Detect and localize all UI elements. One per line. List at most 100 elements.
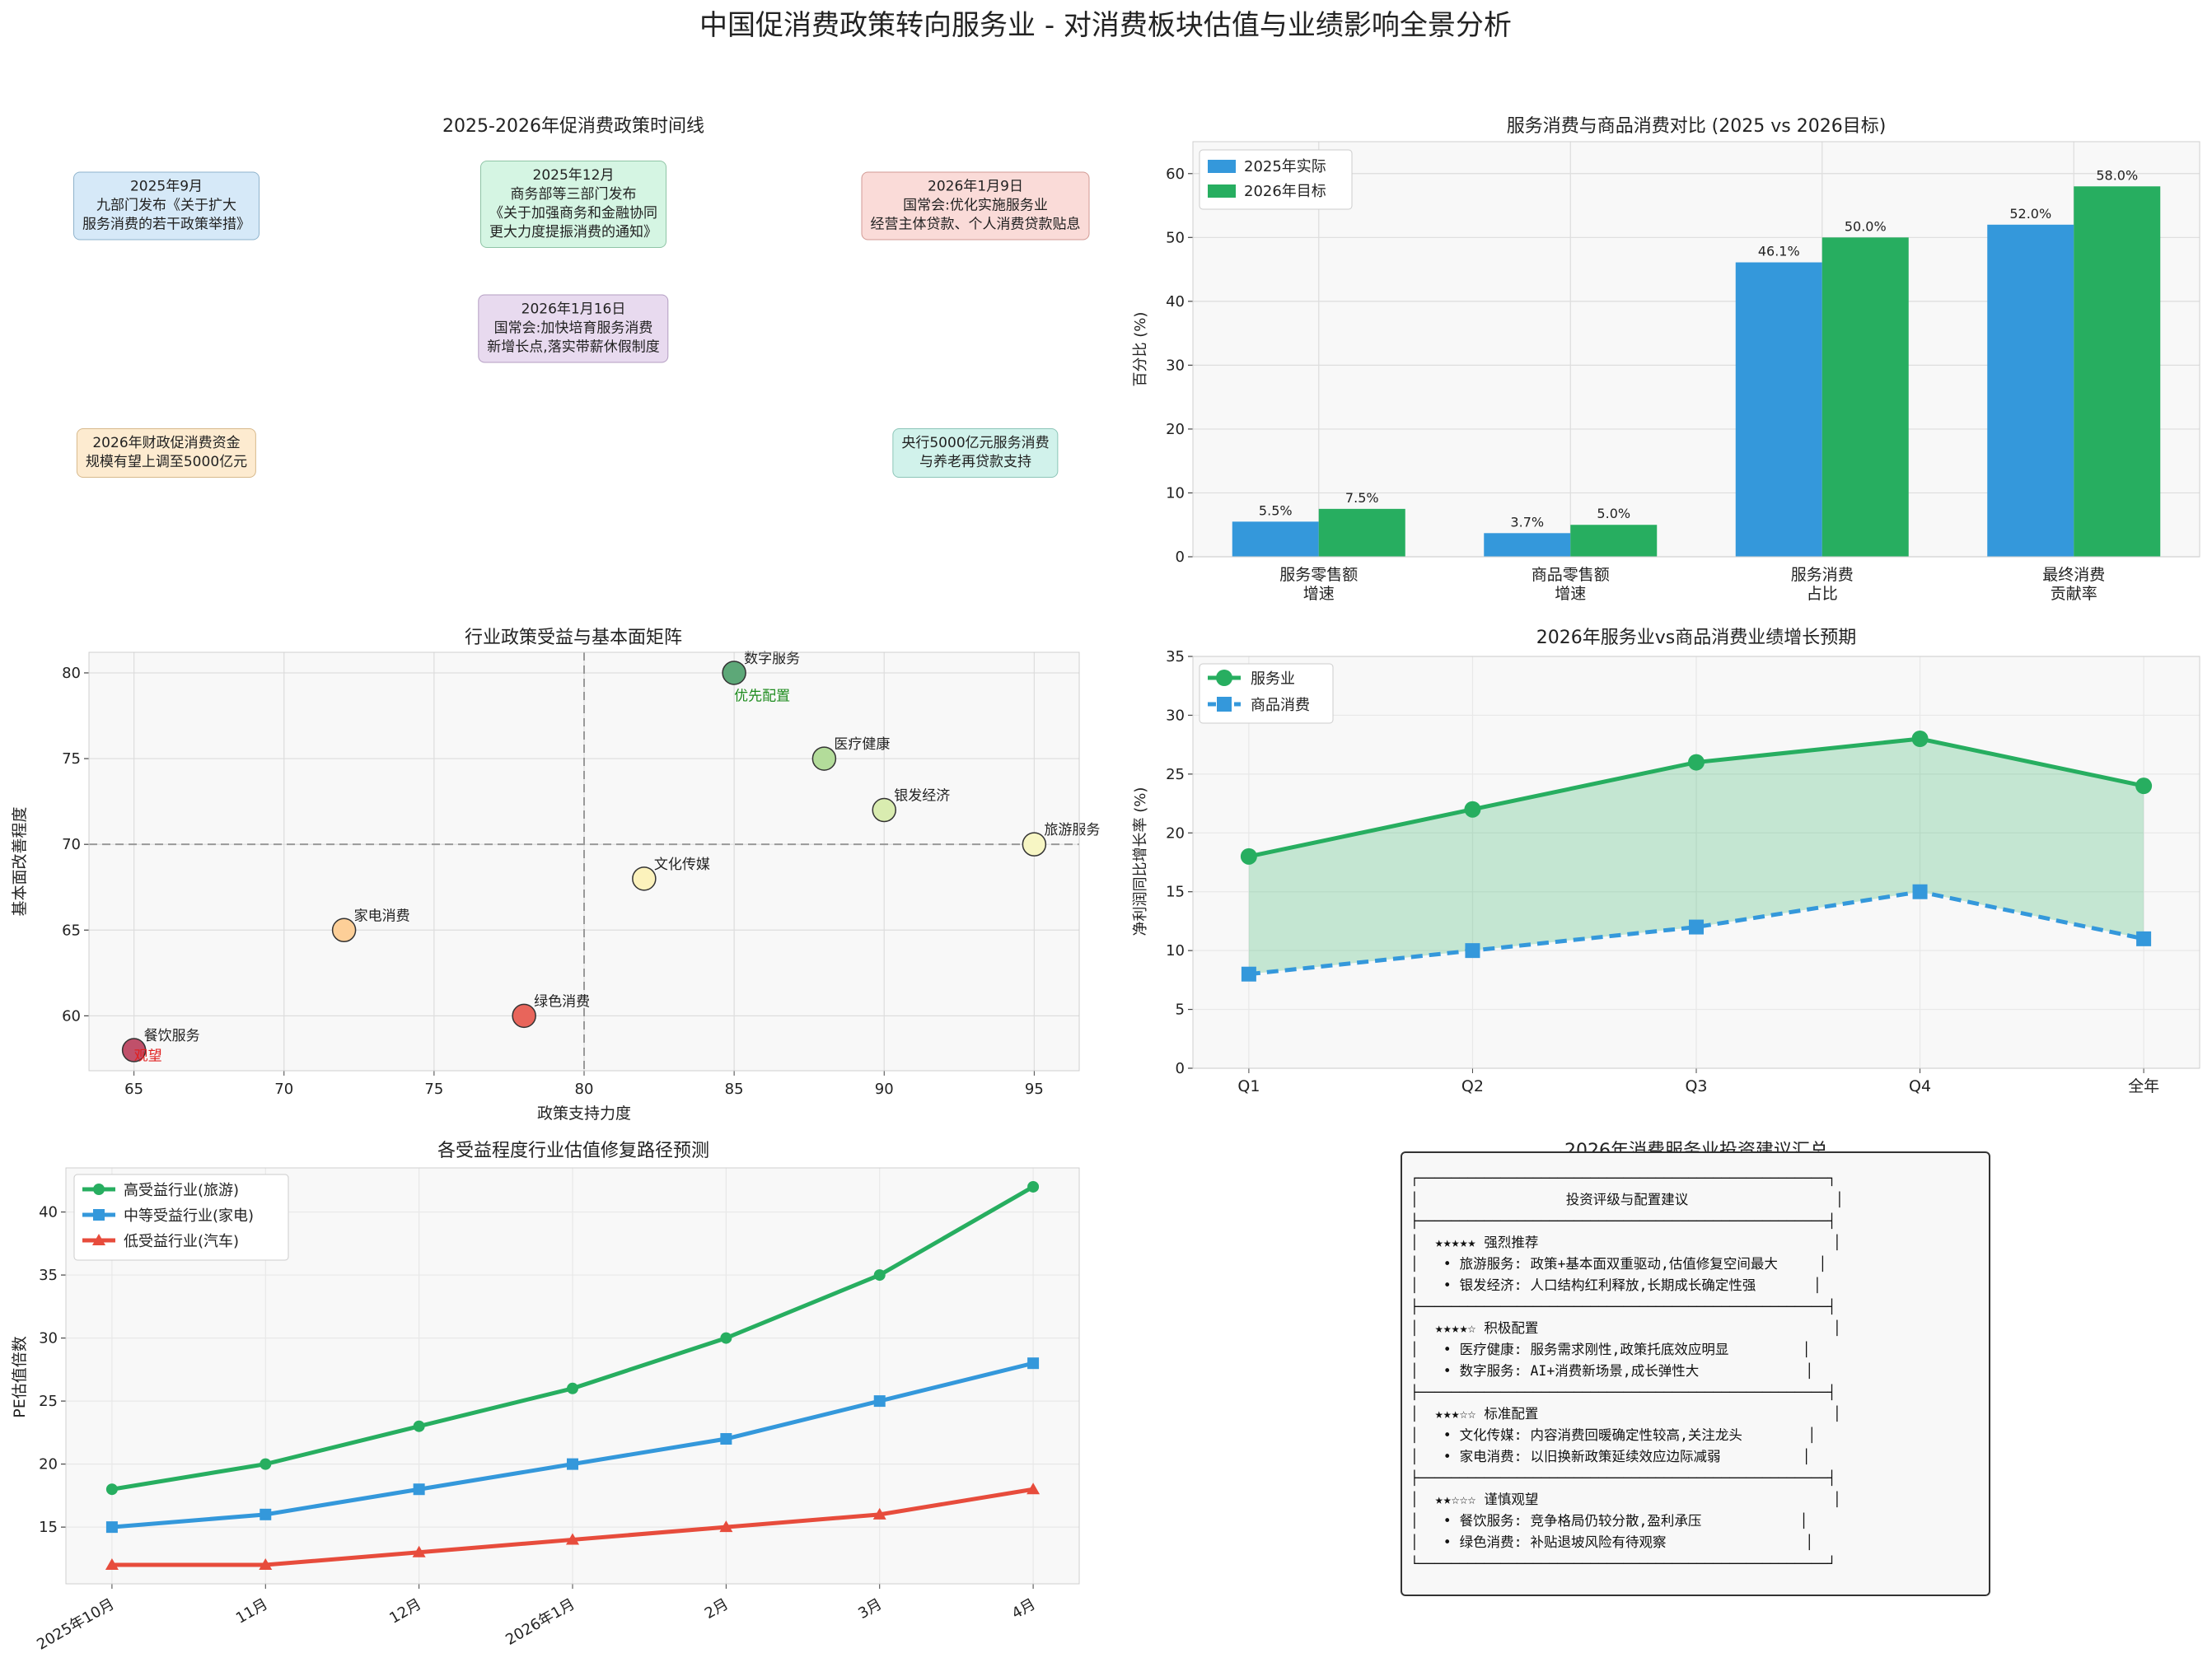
timeline-event: 2026年1月16日 国常会:加快培育服务消费 新增长点,落实带薪休假制度 <box>478 294 669 363</box>
investment-advice-text: ┌───────────────────────────────────────… <box>1402 1153 1989 1590</box>
series-marker-services <box>1464 801 1481 818</box>
y-axis-label: PE估值倍数 <box>11 1336 29 1417</box>
series-marker-goods <box>2136 931 2152 946</box>
x-tick-label: 80 <box>575 1081 594 1098</box>
timeline-event-line: 新增长点,落实带薪休假制度 <box>487 339 660 356</box>
y-tick-label: 20 <box>1166 421 1185 438</box>
bar-value-label: 5.0% <box>1597 506 1630 521</box>
timeline-event-line: 商务部等三部门发布 <box>510 186 637 203</box>
x-tick-label: 95 <box>1025 1081 1044 1098</box>
pe-series-marker <box>567 1382 578 1394</box>
x-tick-label: 2026年1月 <box>503 1595 578 1649</box>
advice-line: ├───────────────────────────────────────… <box>1410 1299 1836 1314</box>
bar-value-label: 58.0% <box>2096 167 2138 183</box>
series-marker-goods <box>1465 943 1480 959</box>
y-tick-label: 5 <box>1176 1002 1185 1019</box>
timeline-event-line: 央行5000亿元服务消费 <box>901 435 1050 451</box>
advice-line: ├───────────────────────────────────────… <box>1410 1470 1836 1486</box>
pe-series-marker <box>1026 1483 1041 1495</box>
bar-chart: 0 10 20 30 40 50 60 5.5% 3.7% 46.1% 52.0% 7.5% 5.0% 5… <box>1132 141 2200 603</box>
y-tick-label: 60 <box>1166 166 1185 183</box>
timeline-event-line: 服务消费的若干政策举措》 <box>82 216 250 233</box>
legend-frame <box>1199 149 1353 210</box>
legend-label: 高受益行业(旅游) <box>124 1182 239 1199</box>
x-tick-label: Q1 <box>1237 1077 1260 1095</box>
advice-line: │ ★★★☆☆ 标准配置 │ <box>1410 1406 1841 1422</box>
timeline-event-line: 更大力度提振消费的通知》 <box>489 224 657 240</box>
series-marker-services <box>2135 777 2153 795</box>
pe-series-marker <box>567 1458 578 1470</box>
series-line-goods <box>1248 890 2144 977</box>
series-marker-services <box>1240 848 1257 865</box>
timeline-event-line: 《关于加强商务和金融协同 <box>489 205 657 222</box>
x-tick-label: 增速 <box>1555 585 1586 603</box>
bar <box>1232 521 1319 557</box>
scatter-point <box>121 1038 147 1062</box>
advice-line: │ • 银发经济: 人口结构红利释放,长期成长确定性强 │ <box>1410 1277 1822 1293</box>
x-tick-label: 4月 <box>1009 1595 1039 1623</box>
y-tick-label: 40 <box>39 1204 58 1221</box>
pe-series-marker <box>1027 1357 1040 1370</box>
series-marker-goods <box>1912 884 1928 899</box>
advice-line: │ • 家电消费: 以旧换新政策延续效应边际减弱 │ <box>1410 1449 1811 1464</box>
y-tick-label: 20 <box>39 1456 58 1473</box>
x-tick-label: 11月 <box>233 1595 271 1627</box>
scatter-point-label: 银发经济 <box>894 788 950 805</box>
zone-watch-label: 观望 <box>134 1048 162 1065</box>
pe-series-marker <box>412 1545 426 1557</box>
y-tick-label: 20 <box>1166 824 1185 842</box>
advice-line: │ • 医疗健康: 服务需求刚性,政策托底效应明显 │ <box>1410 1342 1811 1357</box>
x-tick-label: 服务消费 <box>1791 566 1854 584</box>
legend-label: 中等受益行业(家电) <box>124 1207 254 1225</box>
timeline-event: 2025年12月商务部等三部门发布《关于加强商务和金融协同 更大力度提振消费的通知… <box>480 161 666 248</box>
axes-frame <box>65 1167 1080 1585</box>
timeline-event-line: 2026年1月9日 <box>928 178 1023 195</box>
y-tick-label: 75 <box>62 750 81 768</box>
scatter-point <box>811 746 837 771</box>
legend-label: 低受益行业(汽车) <box>124 1233 239 1250</box>
pe-series-marker <box>873 1269 886 1282</box>
timeline-event: 2026年1月9日 国常会:优化实施服务业 经营主体贷款、个人消费贷款贴息 <box>861 171 1090 240</box>
x-tick-label: 2月 <box>702 1595 732 1623</box>
timeline-event-line: 2025年9月 <box>129 178 203 195</box>
legend-frame <box>73 1174 289 1261</box>
x-tick-label: 75 <box>424 1081 443 1098</box>
axes-frame <box>1192 656 2200 1069</box>
timeline-event-line: 国常会:优化实施服务业 <box>903 197 1048 214</box>
scatter-chart: 60 65 70 75 80 65 70 75 80 85 90 95 旅游服务 医疗健康银发经济文化传媒… <box>11 651 1100 1123</box>
x-tick-label: 90 <box>875 1081 894 1098</box>
advice-line: ├───────────────────────────────────────… <box>1410 1213 1836 1229</box>
scatter-point-label: 绿色消费 <box>534 993 590 1010</box>
bar-chart-title: 服务消费与商品消费对比 (2025 vs 2026目标) <box>1507 116 1887 137</box>
x-tick-label: 占比 <box>1807 585 1838 603</box>
pe-series-marker <box>259 1558 273 1571</box>
bar-value-label: 5.5% <box>1259 502 1293 518</box>
scatter-point-label: 旅游服务 <box>1044 822 1100 838</box>
pe-series-marker <box>260 1508 272 1520</box>
timeline-event-line: 规模有望上调至5000亿元 <box>85 454 248 470</box>
y-tick-label: 0 <box>1176 549 1185 566</box>
y-axis-label: 百分比 (%) <box>1132 312 1149 387</box>
timeline-event: 央行5000亿元服务消费 与养老再贷款支持 <box>892 428 1059 478</box>
legend-marker <box>1216 670 1232 686</box>
pe-series-marker <box>720 1433 732 1445</box>
scatter-point <box>512 1003 536 1029</box>
x-tick-label: 3月 <box>855 1595 885 1623</box>
y-tick-label: 15 <box>1166 884 1185 901</box>
advice-line: │ ★★★★★ 强烈推荐 │ <box>1410 1235 1841 1250</box>
legend-marker <box>92 1234 105 1245</box>
legend-marker <box>1217 697 1232 712</box>
zone-priority-label: 优先配置 <box>734 688 790 704</box>
timeline-event-line: 九部门发布《关于扩大 <box>96 197 236 214</box>
scatter-point <box>1022 832 1047 857</box>
advice-line: │ • 餐饮服务: 竞争格局仍较分散,盈利承压 │ <box>1410 1513 1808 1529</box>
advice-line: │ ★★★★☆ 积极配置 │ <box>1410 1320 1841 1336</box>
pe-series-marker <box>105 1483 118 1496</box>
pe-series-marker <box>260 1458 272 1470</box>
bar <box>1484 533 1571 557</box>
scatter-point <box>872 797 896 823</box>
bar <box>1318 508 1405 557</box>
timeline-title: 2025-2026年促消费政策时间线 <box>442 116 704 137</box>
series-marker-goods <box>1689 919 1704 935</box>
timeline-event-line: 2025年12月 <box>532 167 615 184</box>
